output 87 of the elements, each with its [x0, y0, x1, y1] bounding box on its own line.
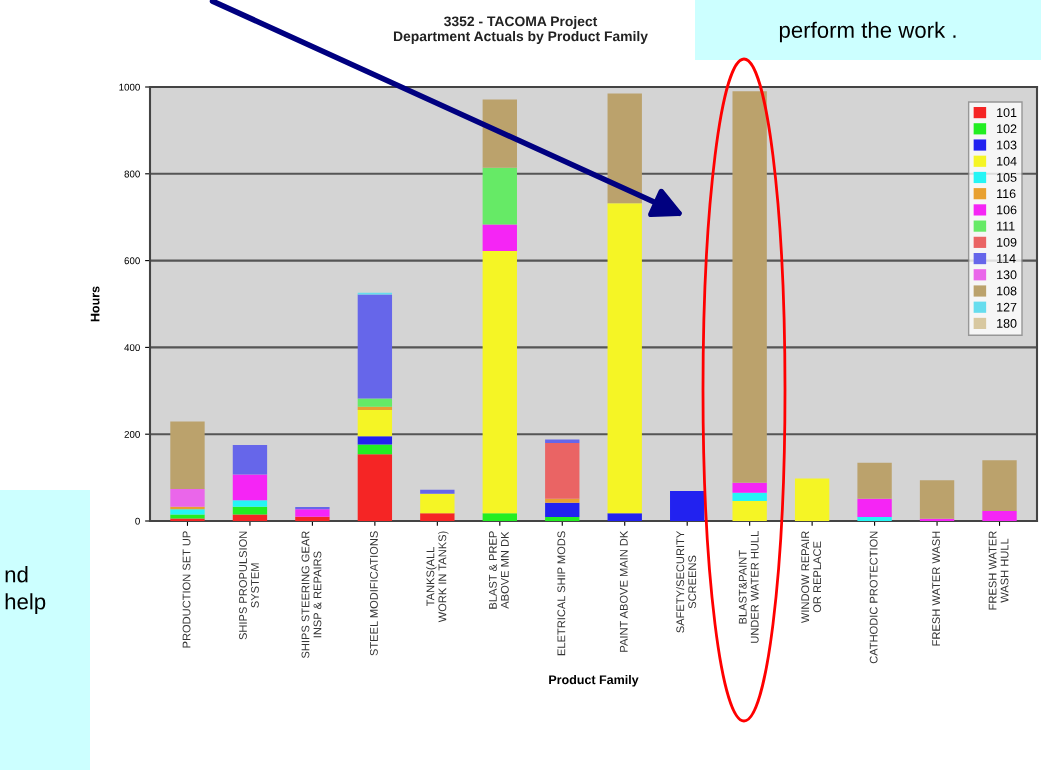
bar: [545, 439, 580, 443]
legend-label: 102: [997, 124, 1017, 134]
x-axis-title: Product Family: [549, 674, 639, 687]
x-tick-label: STEEL MODIFICATIONS: [369, 531, 378, 656]
x-tick-label: BLAST&PAINT UNDER WATER HULL: [738, 531, 759, 643]
bar: [170, 509, 205, 515]
bar: [420, 493, 455, 514]
bar: [982, 460, 1017, 512]
bar: [545, 498, 580, 503]
legend-label: 104: [997, 156, 1017, 166]
bar: [357, 444, 393, 455]
bar: [295, 509, 330, 517]
bar: [170, 488, 205, 507]
bar: [482, 513, 517, 521]
x-tick-label: ELETRICAL SHIP MODS: [557, 531, 566, 656]
x-tick-label: PRODUCTION SET UP: [182, 531, 191, 648]
bar: [857, 498, 892, 518]
bar: [982, 511, 1017, 521]
bar: [170, 421, 205, 489]
bar: [170, 514, 205, 519]
x-tick-label: PAINT ABOVE MAIN DK: [619, 530, 628, 652]
y-axis-title: Hours: [90, 286, 100, 322]
bar: [919, 480, 955, 519]
bar: [232, 500, 268, 507]
bar: [545, 517, 580, 521]
legend-label: 108: [997, 286, 1017, 296]
x-tick-label: SHIPS PROPULSION SYSTEM: [239, 531, 259, 640]
bar: [357, 294, 393, 399]
legend-label: 111: [997, 221, 1015, 231]
x-tick-label: SHIPS STEERING GEAR INSP & REPAIRS: [301, 531, 322, 659]
x-tick-label: SAFETY/SECURITY SCREENS: [676, 530, 697, 633]
bar: [670, 491, 705, 521]
legend-label: 103: [997, 140, 1017, 150]
y-tick-label: 200: [124, 430, 140, 438]
bar: [357, 398, 393, 407]
bar: [357, 406, 393, 410]
x-tick-label: FRESH WATER WASH: [932, 531, 941, 646]
bar: [732, 492, 767, 502]
bar: [545, 502, 580, 518]
bar: [357, 454, 393, 521]
bar: [482, 167, 517, 225]
y-tick-label: 400: [124, 344, 140, 352]
bar: [607, 513, 642, 521]
bar: [482, 251, 517, 514]
chart-title: 3352 - TACOMA Project Department Actuals by Product Family: [393, 16, 648, 44]
x-tick-label: BLAST & PREP ABOVE MN DK: [488, 531, 509, 609]
bar: [295, 507, 330, 510]
bar: [857, 517, 892, 521]
y-tick-label: 800: [124, 170, 140, 178]
bar: [357, 436, 393, 445]
x-tick-label: FRESH WATER WASH HULL: [988, 531, 1009, 610]
bar: [732, 501, 767, 521]
legend-label: 116: [997, 189, 1016, 199]
legend-label: 127: [997, 302, 1017, 312]
y-tick-label: 0: [135, 517, 140, 525]
bar: [482, 224, 517, 252]
bar: [232, 445, 268, 475]
x-tick-label: WINDOW REPAIR OR REPLACE: [801, 531, 822, 624]
bar: [732, 482, 767, 493]
x-tick-label: TANKS(ALL WORK IN TANKS): [426, 531, 449, 623]
bar: [794, 478, 830, 521]
legend-label: 130: [997, 270, 1017, 280]
text: nd help: [5, 566, 46, 614]
bar: [482, 99, 517, 168]
x-tick-label: CATHODIC PROTECTION: [869, 531, 878, 664]
legend-label: 105: [997, 173, 1017, 182]
bar: [857, 462, 892, 499]
text: perform the work .: [779, 21, 956, 43]
legend-label: 109: [997, 237, 1017, 247]
y-tick-label: 600: [124, 257, 140, 265]
y-tick-label: 1000: [119, 83, 140, 91]
legend-label: 180: [997, 318, 1017, 328]
legend-label: 114: [997, 254, 1016, 263]
bar: [232, 474, 268, 501]
bar: [607, 203, 642, 514]
bar: [732, 91, 767, 483]
bar: [232, 514, 268, 521]
legend-label: 106: [997, 205, 1017, 215]
bar: [420, 513, 455, 521]
bar: [295, 516, 330, 521]
bar: [607, 93, 642, 204]
legend-label: 101: [997, 108, 1017, 117]
bar: [357, 409, 393, 437]
bar: [420, 489, 455, 494]
bar: [919, 518, 955, 521]
bar: [170, 518, 205, 521]
bar: [545, 442, 580, 499]
